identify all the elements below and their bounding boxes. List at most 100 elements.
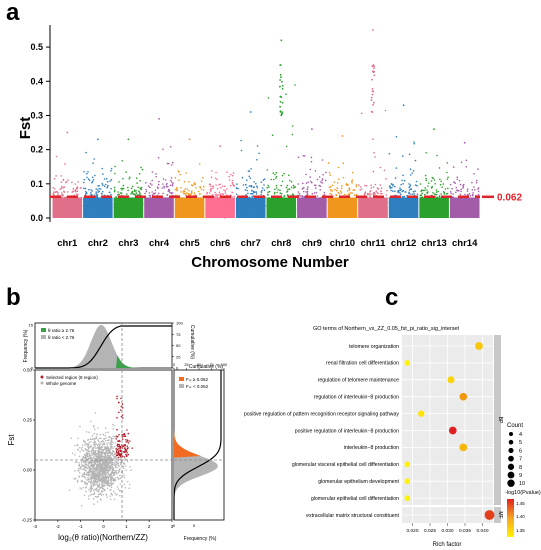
snp-point xyxy=(408,206,411,209)
genome-point xyxy=(100,455,102,458)
snp-point xyxy=(330,193,333,196)
snp-point xyxy=(435,193,438,196)
snp-point xyxy=(189,205,191,207)
snp-point xyxy=(276,199,279,202)
snp-point xyxy=(104,206,107,208)
snp-point xyxy=(68,199,71,202)
selected-point xyxy=(117,445,119,448)
snp-point xyxy=(218,191,221,194)
snp-point xyxy=(477,168,479,170)
top-y-label: Frequency (%) xyxy=(23,329,29,362)
selected-point xyxy=(123,433,125,435)
chromosome-chr4-points xyxy=(144,118,174,218)
genome-point xyxy=(105,437,107,439)
snp-point xyxy=(66,209,68,212)
go-mf-strip xyxy=(494,507,501,523)
genome-point xyxy=(122,465,125,468)
snp-point xyxy=(208,202,211,205)
scatter-points xyxy=(68,395,133,507)
genome-point xyxy=(116,462,118,465)
snp-point xyxy=(275,171,278,174)
snp-point xyxy=(137,201,140,203)
snp-point xyxy=(75,187,78,190)
snp-point xyxy=(403,197,405,199)
snp-point xyxy=(416,216,419,218)
snp-point xyxy=(336,205,339,208)
pvalue-color-bar xyxy=(507,499,514,537)
y-tick-label: 0.00 xyxy=(23,468,32,473)
snp-point xyxy=(187,192,190,195)
snp-point xyxy=(193,192,196,194)
snp-point xyxy=(440,180,442,183)
genome-point xyxy=(96,483,99,486)
snp-point xyxy=(146,203,148,205)
genome-point xyxy=(111,469,114,472)
selected-point xyxy=(122,451,125,453)
snp-point xyxy=(70,201,72,203)
snp-point xyxy=(237,203,240,205)
go-term-point xyxy=(475,342,483,350)
genome-point xyxy=(86,453,89,456)
snp-point xyxy=(71,191,74,193)
snp-point xyxy=(449,206,452,208)
manhattan-y-label: Fst xyxy=(17,117,34,140)
snp-point xyxy=(102,210,105,212)
snp-point xyxy=(299,199,302,201)
snp-point xyxy=(191,184,194,187)
snp-point xyxy=(88,209,91,212)
genome-point xyxy=(74,461,77,463)
snp-point xyxy=(89,198,91,200)
snp-point xyxy=(87,178,90,180)
genome-point xyxy=(87,465,90,468)
snp-point xyxy=(306,193,309,196)
snp-point xyxy=(428,182,430,184)
snp-point xyxy=(131,185,134,188)
genome-point xyxy=(91,463,94,466)
snp-point xyxy=(202,177,204,179)
genome-point xyxy=(95,454,97,457)
genome-point xyxy=(104,470,107,473)
genome-point xyxy=(92,498,95,500)
snp-point xyxy=(325,201,327,203)
snp-point xyxy=(259,205,261,208)
snp-point xyxy=(118,193,120,196)
snp-point xyxy=(138,215,140,218)
snp-point xyxy=(222,209,225,212)
selected-point xyxy=(115,435,118,438)
snp-point xyxy=(286,191,288,193)
snp-point xyxy=(376,191,379,194)
snp-point xyxy=(90,193,92,196)
snp-point xyxy=(259,206,262,209)
snp-point xyxy=(155,173,157,175)
snp-point xyxy=(211,206,214,208)
snp-point xyxy=(158,209,160,211)
snp-point xyxy=(166,194,169,196)
snp-point xyxy=(149,199,152,202)
snp-point xyxy=(447,187,449,190)
snp-point xyxy=(195,199,197,201)
genome-point xyxy=(94,477,97,479)
snp-point xyxy=(311,181,313,184)
snp-point xyxy=(341,185,343,187)
snp-point xyxy=(242,184,245,186)
snp-point xyxy=(401,179,403,182)
snp-point xyxy=(121,209,124,212)
snp-point xyxy=(459,205,462,207)
snp-point xyxy=(178,197,181,200)
snp-point xyxy=(318,176,321,178)
snp-point xyxy=(466,188,469,190)
snp-point xyxy=(336,198,339,201)
genome-point xyxy=(82,486,84,489)
snp-point xyxy=(281,199,283,201)
snp-point xyxy=(475,206,478,209)
snp-point xyxy=(338,202,340,204)
snp-point xyxy=(216,198,219,200)
snp-point xyxy=(260,191,263,194)
snp-point xyxy=(267,198,270,200)
snp-point xyxy=(211,194,214,196)
snp-point xyxy=(456,178,459,181)
genome-point xyxy=(102,493,105,496)
snp-point xyxy=(184,188,187,190)
panel-label-c: c xyxy=(385,284,398,311)
